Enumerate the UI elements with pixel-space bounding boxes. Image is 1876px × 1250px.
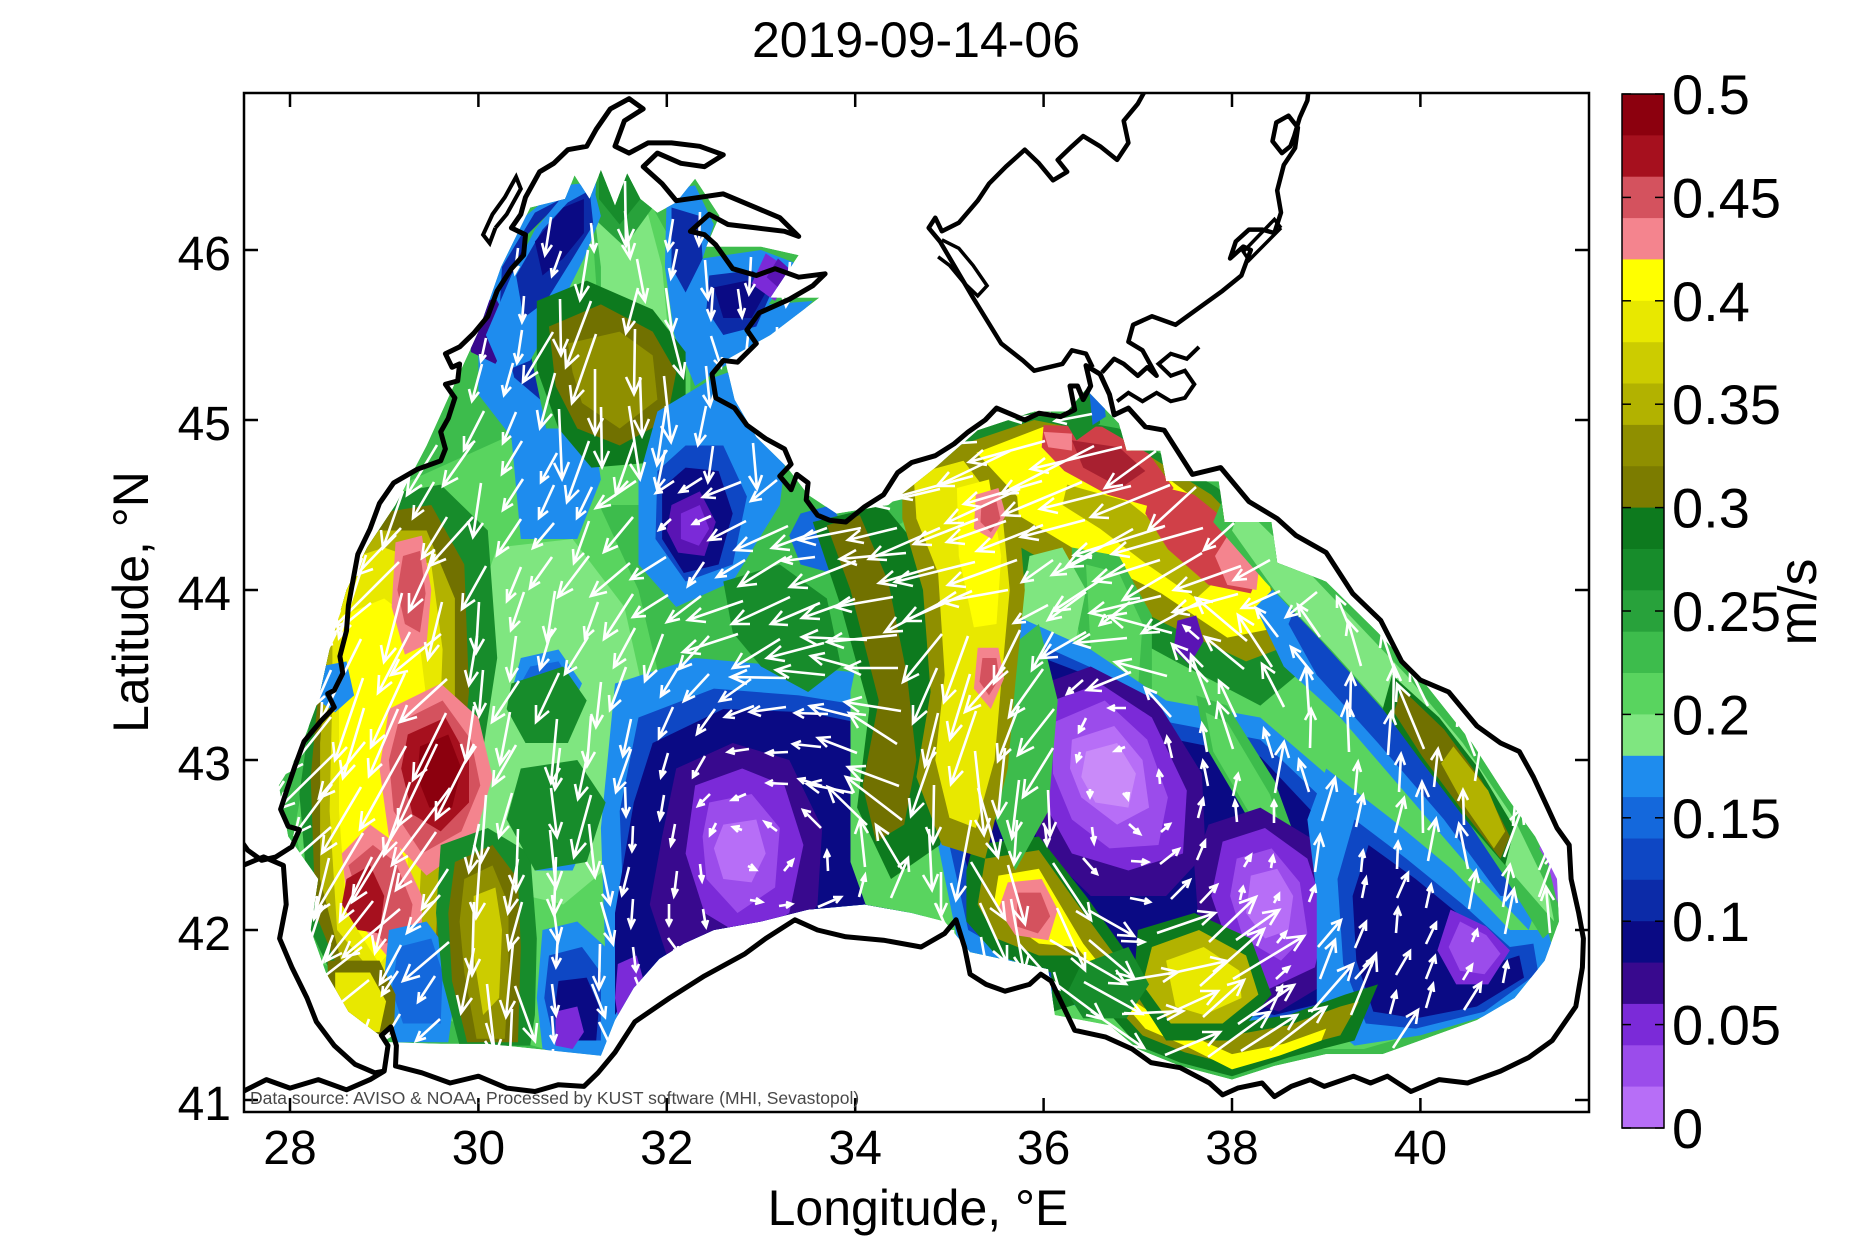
svg-text:0.15: 0.15 (1672, 787, 1781, 850)
svg-text:45: 45 (178, 398, 231, 451)
svg-text:0.25: 0.25 (1672, 580, 1781, 643)
svg-text:Latitude, °N: Latitude, °N (103, 471, 159, 733)
svg-text:43: 43 (178, 738, 231, 791)
svg-text:Data source: AVISO & NOAA. Pro: Data source: AVISO & NOAA. Processed by … (250, 1088, 859, 1108)
svg-text:0.45: 0.45 (1672, 166, 1781, 229)
svg-text:38: 38 (1205, 1122, 1258, 1175)
svg-text:42: 42 (178, 908, 231, 961)
svg-text:0.3: 0.3 (1672, 477, 1750, 540)
svg-text:0: 0 (1672, 1097, 1703, 1160)
svg-text:40: 40 (1394, 1122, 1447, 1175)
svg-text:0.2: 0.2 (1672, 683, 1750, 746)
svg-text:0.35: 0.35 (1672, 373, 1781, 436)
svg-text:0.05: 0.05 (1672, 994, 1781, 1057)
svg-text:0.5: 0.5 (1672, 63, 1750, 126)
svg-text:2019-09-14-06: 2019-09-14-06 (752, 12, 1080, 68)
svg-text:30: 30 (452, 1122, 505, 1175)
svg-text:32: 32 (640, 1122, 693, 1175)
svg-text:36: 36 (1017, 1122, 1070, 1175)
svg-text:m/s: m/s (1768, 559, 1828, 646)
svg-text:44: 44 (178, 568, 231, 621)
svg-text:46: 46 (178, 228, 231, 281)
svg-text:28: 28 (263, 1122, 316, 1175)
svg-text:34: 34 (829, 1122, 882, 1175)
svg-text:41: 41 (178, 1078, 231, 1131)
svg-text:0.1: 0.1 (1672, 890, 1750, 953)
svg-text:0.4: 0.4 (1672, 270, 1750, 333)
svg-text:Longitude, °E: Longitude, °E (768, 1180, 1069, 1236)
